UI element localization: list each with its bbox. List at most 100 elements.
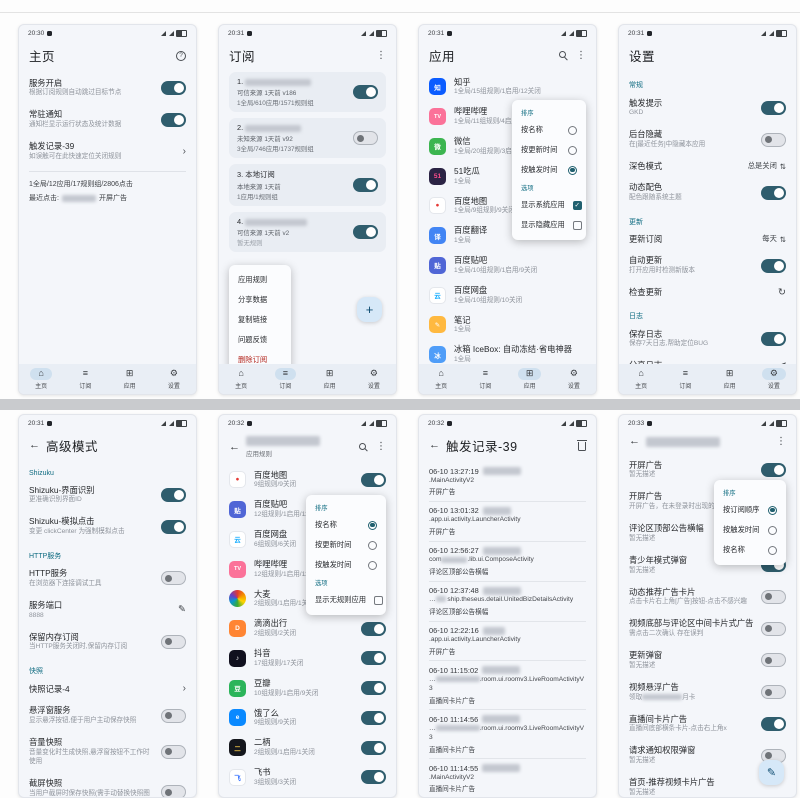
nav-item-设置[interactable]: ⚙ 设置 xyxy=(352,364,396,394)
dropdown-value[interactable]: 总是关闭 ⇅ xyxy=(748,161,786,171)
radio-button[interactable] xyxy=(568,145,577,155)
setting-row[interactable]: 保存日志 保存7天日志,帮助定位BUG xyxy=(629,323,786,355)
nav-item-应用[interactable]: ⊞ 应用 xyxy=(108,364,152,394)
fab-edit-button[interactable]: ✎ xyxy=(759,760,784,785)
record-item[interactable]: 06-10 12:37:48… ship.theseus.detail.Unit… xyxy=(429,582,586,622)
record-item[interactable]: 06-10 11:15:02… .room.ui.roomv3.LiveRoomA… xyxy=(429,661,586,711)
setting-row[interactable]: 分享日志 < xyxy=(629,355,786,364)
toggle-switch[interactable] xyxy=(361,472,386,487)
toggle-switch[interactable] xyxy=(161,708,186,723)
dropdown-value[interactable]: 每天 ⇅ xyxy=(762,234,786,244)
toggle-switch[interactable] xyxy=(761,185,786,200)
nav-item-设置[interactable]: ⚙ 设置 xyxy=(552,364,596,394)
setting-row[interactable]: 服务开启 根据订阅规则自动跳过目标节点 xyxy=(29,72,186,104)
app-row[interactable]: 云 百度网盘 1全局/10组规则/10关闭 xyxy=(429,280,586,310)
kebab-menu-icon[interactable]: ⋮ xyxy=(376,49,386,61)
kebab-menu-icon[interactable]: ⋮ xyxy=(376,441,386,452)
setting-row[interactable]: 动态配色 配色跟随系统主题 xyxy=(629,177,786,209)
menu-option[interactable]: 按触发时间 xyxy=(306,555,386,575)
radio-button[interactable] xyxy=(768,505,777,515)
subscription-card[interactable]: 4. 可信来源 1天前 v2 暂无规则 xyxy=(229,212,386,252)
setting-row[interactable]: 悬浮窗服务 显示悬浮按钮,便于用户主动保存快照 xyxy=(29,700,186,732)
setting-row[interactable]: 视频悬浮广告 领取 月卡 xyxy=(629,676,786,708)
menu-option[interactable]: 按更新时间 xyxy=(306,535,386,555)
setting-row[interactable]: 更新订阅 每天 ⇅ xyxy=(629,229,786,250)
toggle-switch[interactable] xyxy=(353,85,378,99)
kebab-menu-icon[interactable]: ⋮ xyxy=(576,49,586,61)
record-item[interactable]: 06-10 12:56:27 com .lib.ui.ComposeActivity… xyxy=(429,542,586,582)
record-item[interactable]: 06-10 13:01:32 .app.ui.activity.LauncherA… xyxy=(429,502,586,542)
app-row[interactable]: D 滴滴出行 2组规则/2关闭 xyxy=(229,614,386,644)
kebab-menu-icon[interactable]: ⋮ xyxy=(776,435,786,447)
toggle-switch[interactable] xyxy=(761,685,786,700)
nav-item-订阅[interactable]: ≡ 订阅 xyxy=(663,364,707,394)
setting-row[interactable]: 首页-推荐视频卡片广告 暂无描述 xyxy=(629,772,786,798)
setting-row[interactable]: 后台隐藏 在[最近任务]中隐藏本应用 xyxy=(629,124,786,156)
app-row[interactable]: 51 51吃瓜 1全局 xyxy=(429,161,586,191)
app-row[interactable]: ● 百度地图 9组规则/9关闭 xyxy=(229,465,386,495)
search-icon[interactable] xyxy=(359,442,368,452)
menu-item[interactable]: 问题反馈 xyxy=(229,330,291,350)
app-row[interactable]: 知 知乎 1全局/15组规则/1启用/12关闭 xyxy=(429,72,586,102)
setting-row[interactable]: 触发提示 GKD xyxy=(629,92,786,124)
setting-row[interactable]: 自动更新 打开应用时检测新版本 xyxy=(629,250,786,282)
menu-option[interactable]: 按更新时间 xyxy=(512,140,586,160)
subscription-card[interactable]: 1. 可信来源 1天前 v186 1全局/610应用/1571规则组 xyxy=(229,72,386,112)
toggle-switch[interactable] xyxy=(761,589,786,604)
app-row[interactable]: 贴 百度贴吧 1全局/10组规则/1启用/9关闭 xyxy=(429,251,586,281)
radio-button[interactable] xyxy=(368,520,377,530)
setting-row[interactable]: 开屏广告 暂无描述 xyxy=(629,454,786,486)
nav-item-订阅[interactable]: ≡ 订阅 xyxy=(463,364,507,394)
menu-option[interactable]: 按名称 xyxy=(306,515,386,535)
toggle-switch[interactable] xyxy=(361,621,386,636)
menu-item[interactable]: 分享数据 xyxy=(229,290,291,310)
app-row[interactable]: 冰 冰箱 IceBox: 自动冻结·省电神器 1全局 xyxy=(429,340,586,364)
toggle-switch[interactable] xyxy=(161,571,186,586)
share-icon[interactable]: < xyxy=(780,361,786,364)
edit-pencil-icon[interactable]: ✎ xyxy=(178,604,186,616)
refresh-icon[interactable]: ↻ xyxy=(778,286,786,298)
record-item[interactable]: 06-10 12:22:16 .app.ui.activity.LauncherA… xyxy=(429,622,586,662)
app-row[interactable]: 京京东9组规则/9关闭 xyxy=(229,792,386,798)
menu-item[interactable]: 复制链接 xyxy=(229,310,291,330)
app-row[interactable]: ✎ 笔记 1全局 xyxy=(429,310,586,340)
record-item[interactable]: 06-10 13:27:19 .MainActivityV2 开屏广告 xyxy=(429,462,586,502)
toggle-switch[interactable] xyxy=(361,740,386,755)
search-icon[interactable] xyxy=(559,51,568,60)
menu-option[interactable]: 显示系统应用 ✓ xyxy=(512,195,586,215)
toggle-switch[interactable] xyxy=(161,487,186,502)
menu-option[interactable]: 按触发时间 xyxy=(512,160,586,180)
toggle-switch[interactable] xyxy=(361,651,386,666)
menu-option[interactable]: 按触发时间 xyxy=(714,520,786,540)
nav-item-应用[interactable]: ⊞ 应用 xyxy=(708,364,752,394)
toggle-switch[interactable] xyxy=(161,80,186,95)
toggle-switch[interactable] xyxy=(761,132,786,147)
checkbox[interactable]: ✓ xyxy=(572,200,582,210)
record-item[interactable]: 06-10 11:14:56… .room.ui.roomv3.LiveRoomA… xyxy=(429,710,586,760)
nav-item-主页[interactable]: ⌂ 主页 xyxy=(19,364,63,394)
app-row[interactable]: 译 百度翻译 1全局 xyxy=(429,221,586,251)
delete-trash-icon[interactable] xyxy=(577,439,587,451)
app-row[interactable]: e 饿了么 9组规则/9关闭 xyxy=(229,703,386,733)
toggle-switch[interactable] xyxy=(761,621,786,636)
app-row[interactable]: ♪ 抖音 17组规则/17关闭 xyxy=(229,644,386,674)
toggle-switch[interactable] xyxy=(761,653,786,668)
toggle-switch[interactable] xyxy=(161,744,186,759)
nav-item-应用[interactable]: ⊞ 应用 xyxy=(308,364,352,394)
nav-item-订阅[interactable]: ≡ 订阅 xyxy=(63,364,107,394)
back-arrow-icon[interactable]: ← xyxy=(429,439,440,451)
menu-option[interactable]: 显示隐藏应用 xyxy=(512,215,586,235)
checkbox[interactable] xyxy=(374,595,384,605)
help-icon[interactable]: ? xyxy=(176,50,186,61)
subscription-card[interactable]: 2. 未知来源 1天前 v92 3全局/746应用/1737规则组 xyxy=(229,118,386,158)
toggle-switch[interactable] xyxy=(361,681,386,696)
setting-row[interactable]: 保留内存订阅 当HTTP服务关闭时,保留内存订阅 xyxy=(29,626,186,658)
setting-row[interactable]: 音量快照 音量变化时生成快照,悬浮窗按钮不工作时使用 xyxy=(29,732,186,773)
app-row[interactable]: ● 百度地图 1全局/9组规则/9关闭 xyxy=(429,191,586,221)
toggle-switch[interactable] xyxy=(761,462,786,477)
nav-item-主页[interactable]: ⌂ 主页 xyxy=(419,364,463,394)
menu-item[interactable]: 删除订阅 xyxy=(229,350,291,364)
setting-row[interactable]: 深色模式 总是关闭 ⇅ xyxy=(629,156,786,177)
setting-row[interactable]: HTTP服务 在浏览器下连接调试工具 xyxy=(29,563,186,595)
back-arrow-icon[interactable]: ← xyxy=(29,439,40,451)
